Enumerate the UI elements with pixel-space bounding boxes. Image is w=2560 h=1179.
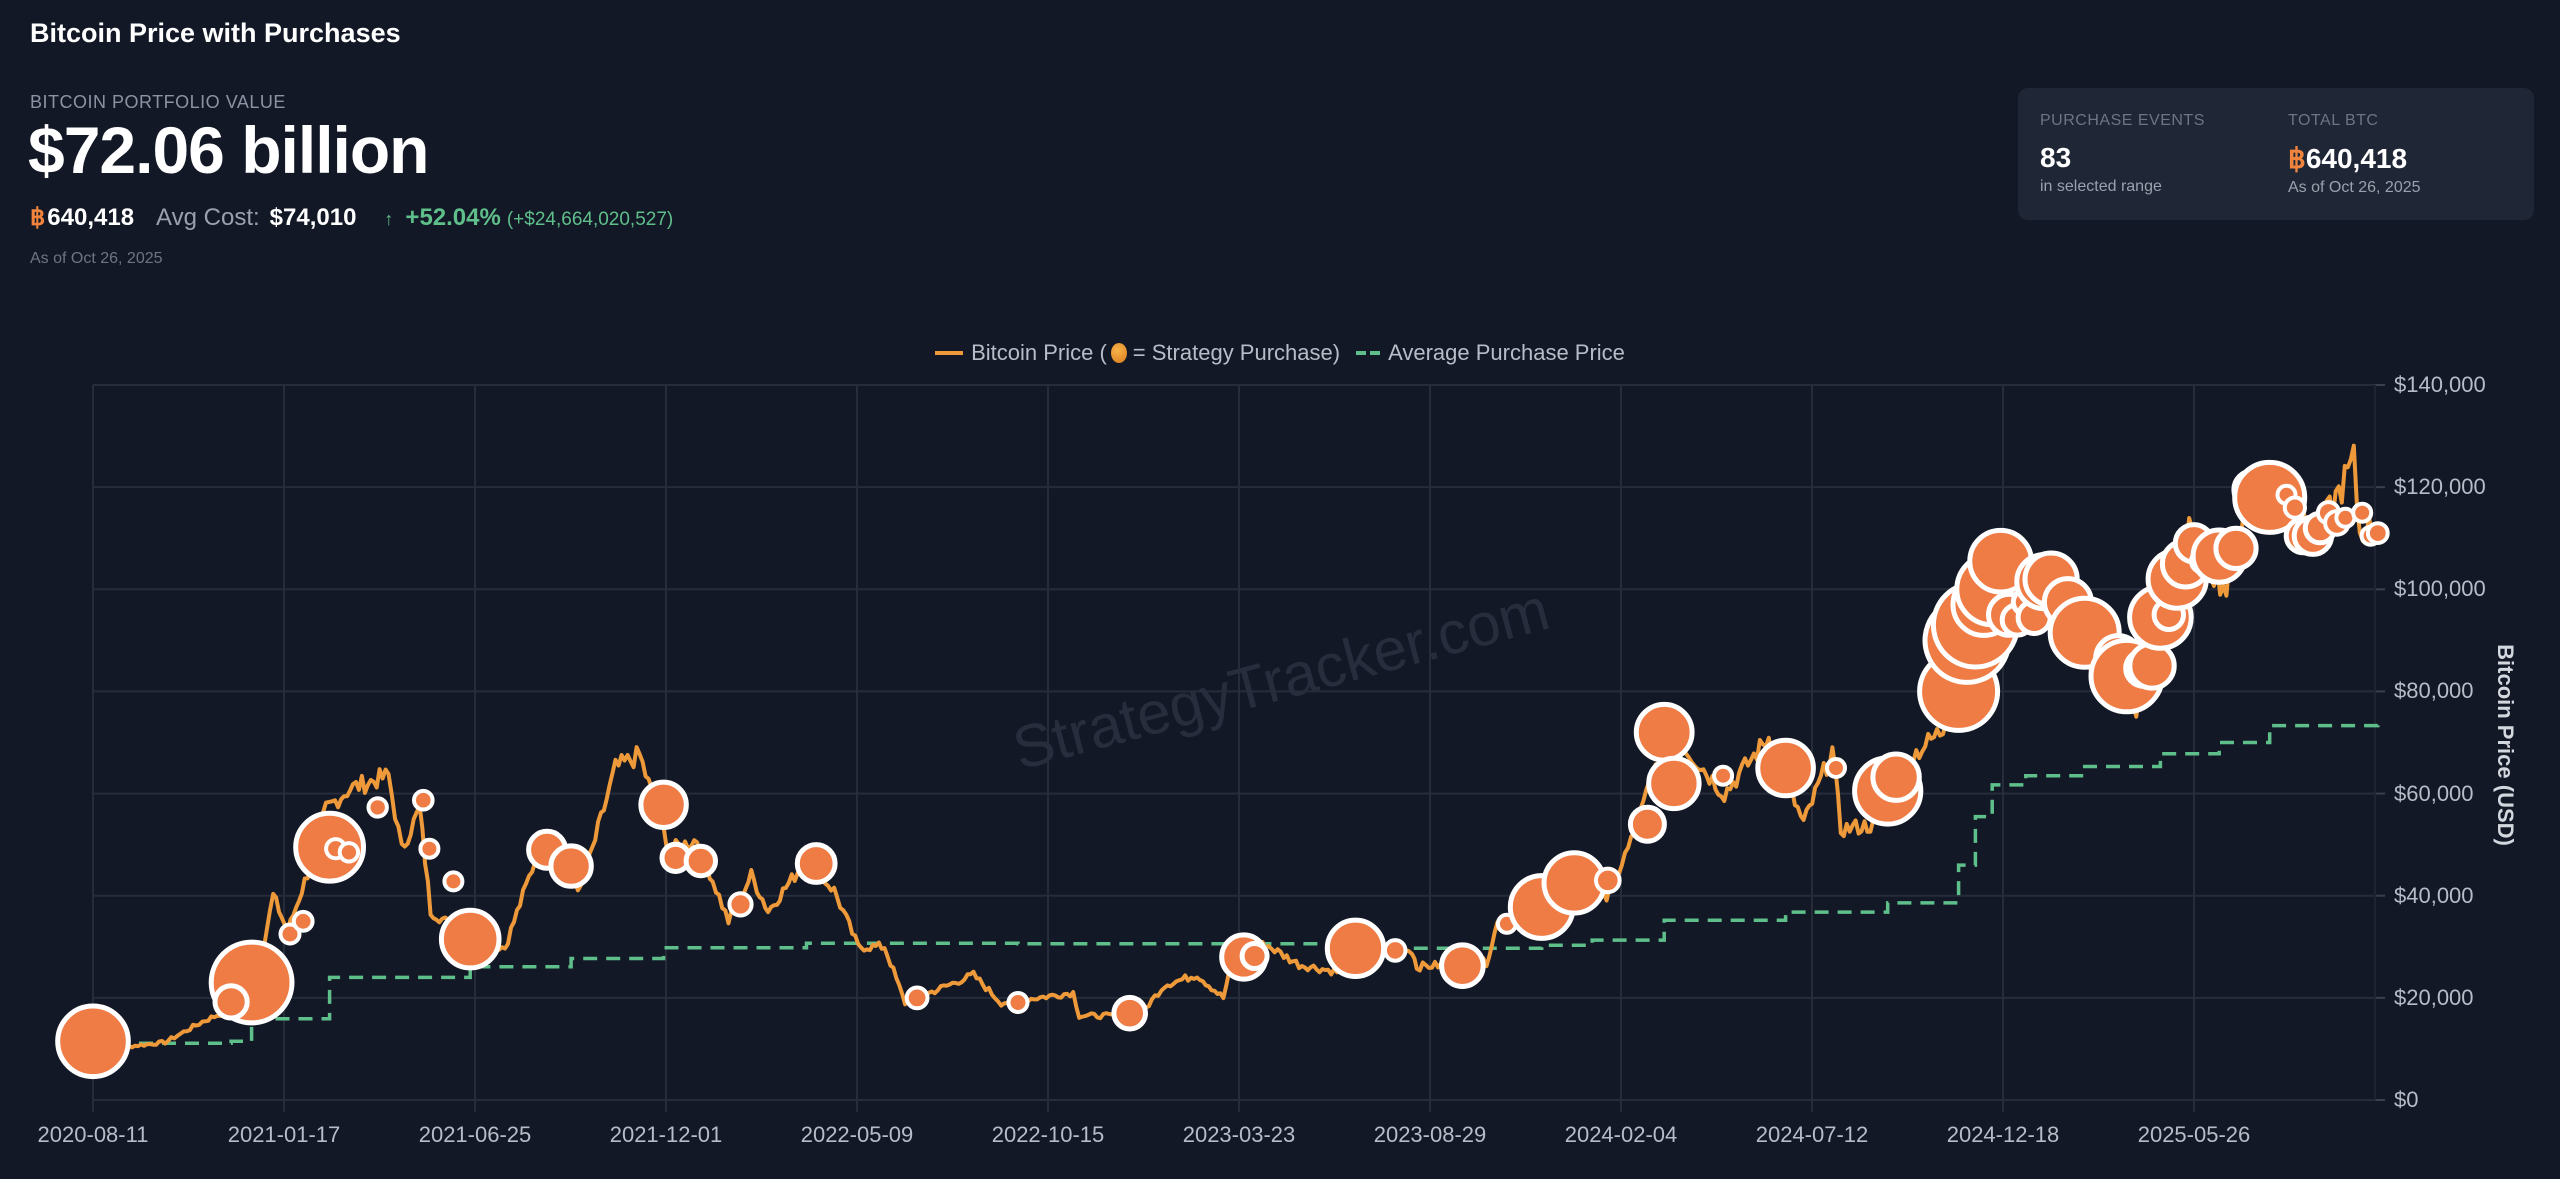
purchase-bubble[interactable] bbox=[1439, 942, 1486, 990]
purchase-bubble[interactable] bbox=[412, 788, 435, 812]
portfolio-value-label: BITCOIN PORTFOLIO VALUE bbox=[30, 92, 286, 112]
purchase-bubble[interactable] bbox=[1755, 737, 1816, 799]
stat-label: PURCHASE EVENTS bbox=[2040, 112, 2205, 129]
purchase-bubble[interactable] bbox=[1646, 755, 1702, 812]
legend-price-label-pre: Bitcoin Price ( bbox=[971, 340, 1107, 365]
average-purchase-price-line bbox=[92, 722, 2380, 1046]
purchase-bubble[interactable] bbox=[442, 870, 465, 893]
x-tick-label: 2022-10-15 bbox=[991, 1122, 1105, 1147]
purchase-bubble[interactable] bbox=[1006, 991, 1030, 1014]
y-tick-label: $60,000 bbox=[2394, 780, 2474, 806]
x-tick-label: 2024-12-18 bbox=[1946, 1122, 2060, 1147]
arrow-up-icon: ↑ bbox=[384, 209, 394, 229]
legend-item-price[interactable]: Bitcoin Price ( = Strategy Purchase) bbox=[935, 340, 1340, 366]
change-percent: +52.04% bbox=[405, 204, 501, 231]
y-tick-label: $80,000 bbox=[2394, 678, 2474, 704]
x-tick-label: 2021-01-17 bbox=[227, 1122, 341, 1147]
x-tick-label: 2021-12-01 bbox=[609, 1122, 723, 1147]
stat-label: TOTAL BTC bbox=[2288, 112, 2379, 129]
stat-subtext: in selected range bbox=[2040, 178, 2162, 195]
avg-line-swatch-icon bbox=[1356, 351, 1381, 355]
price-line-swatch-icon bbox=[935, 351, 964, 355]
bitcoin-icon: ฿ bbox=[30, 204, 46, 231]
purchase-bubble[interactable] bbox=[291, 909, 315, 933]
total-btc-value: 640,418 bbox=[2305, 143, 2408, 174]
purchase-bubble[interactable] bbox=[1324, 917, 1387, 979]
avg-cost-label: Avg Cost: bbox=[156, 204, 260, 231]
purchase-bubble-icon bbox=[1110, 343, 1127, 363]
purchase-bubble[interactable] bbox=[794, 842, 838, 885]
avg-cost-value: $74,010 bbox=[269, 204, 357, 231]
legend-item-avg[interactable]: Average Purchase Price bbox=[1340, 340, 1625, 366]
btc-holdings: 640,418 bbox=[47, 204, 135, 231]
stat-total-btc: TOTAL BTC ฿640,418 As of Oct 26, 2025 bbox=[2288, 112, 2421, 197]
purchase-bubble[interactable] bbox=[55, 1003, 131, 1080]
stats-card: PURCHASE EVENTS 83 in selected range TOT… bbox=[2018, 88, 2534, 220]
purchase-bubble[interactable] bbox=[2213, 525, 2259, 572]
stat-value: 83 bbox=[2040, 142, 2072, 173]
purchase-bubble[interactable] bbox=[1382, 938, 1408, 963]
purchase-bubble[interactable] bbox=[418, 837, 441, 860]
purchase-bubble[interactable] bbox=[1627, 804, 1667, 844]
y-tick-label: $0 bbox=[2394, 1087, 2419, 1112]
stat-subtext: As of Oct 26, 2025 bbox=[2288, 179, 2421, 196]
x-tick-label: 2020-08-11 bbox=[37, 1122, 149, 1147]
purchase-bubble[interactable] bbox=[1825, 757, 1847, 779]
x-tick-label: 2024-02-04 bbox=[1564, 1122, 1678, 1147]
as-of-date: As of Oct 26, 2025 bbox=[30, 250, 163, 267]
purchase-bubble[interactable] bbox=[1712, 764, 1735, 787]
purchase-bubble[interactable] bbox=[1870, 751, 1922, 803]
legend-price-label-post: = Strategy Purchase) bbox=[1132, 340, 1341, 365]
chart-grid bbox=[92, 384, 2385, 1112]
y-axis-title: Bitcoin Price (USD) bbox=[2493, 644, 2518, 846]
portfolio-summary-row: ฿ 640,418 Avg Cost: $74,010 ↑ +52.04% (+… bbox=[30, 203, 673, 232]
watermark: StrategyTracker.com bbox=[1006, 575, 1556, 782]
purchase-bubble[interactable] bbox=[2365, 521, 2390, 545]
x-tick-label: 2024-07-12 bbox=[1755, 1122, 1869, 1147]
purchase-bubbles bbox=[55, 459, 2390, 1080]
purchase-bubble[interactable] bbox=[366, 796, 389, 819]
bitcoin-icon: ฿ bbox=[2288, 143, 2306, 174]
purchase-bubble[interactable] bbox=[1594, 866, 1622, 895]
x-tick-label: 2023-08-29 bbox=[1373, 1122, 1487, 1147]
change-absolute: (+$24,664,020,527) bbox=[506, 209, 674, 230]
purchase-bubble[interactable] bbox=[438, 907, 502, 971]
x-tick-label: 2021-06-25 bbox=[418, 1122, 532, 1147]
purchase-bubble[interactable] bbox=[278, 922, 302, 946]
chart-legend: Bitcoin Price ( = Strategy Purchase) Ave… bbox=[0, 340, 2560, 366]
page-title: Bitcoin Price with Purchases bbox=[30, 18, 401, 48]
portfolio-value: $72.06 billion bbox=[28, 113, 429, 187]
stat-value: ฿640,418 bbox=[2288, 142, 2421, 175]
purchase-bubble[interactable] bbox=[212, 983, 250, 1021]
purchase-bubble[interactable] bbox=[548, 843, 594, 889]
purchase-bubble[interactable] bbox=[1239, 941, 1270, 971]
y-tick-label: $40,000 bbox=[2394, 882, 2474, 908]
x-tick-label: 2025-05-26 bbox=[2137, 1122, 2251, 1147]
purchase-bubble[interactable] bbox=[727, 891, 754, 918]
purchase-bubble[interactable] bbox=[683, 843, 718, 879]
purchase-bubble[interactable] bbox=[2127, 641, 2177, 691]
y-tick-label: $20,000 bbox=[2394, 984, 2474, 1010]
x-tick-label: 2022-05-09 bbox=[800, 1122, 914, 1147]
purchase-bubble[interactable] bbox=[2282, 495, 2307, 520]
legend-avg-label: Average Purchase Price bbox=[1388, 340, 1625, 365]
purchase-bubble[interactable] bbox=[638, 779, 689, 830]
purchase-bubble[interactable] bbox=[337, 841, 361, 864]
purchase-bubble[interactable] bbox=[904, 985, 930, 1011]
purchase-bubble[interactable] bbox=[1111, 994, 1148, 1032]
x-tick-label: 2023-03-23 bbox=[1182, 1122, 1296, 1147]
y-tick-label: $100,000 bbox=[2394, 576, 2486, 602]
y-tick-label: $140,000 bbox=[2394, 372, 2486, 397]
purchase-bubble[interactable] bbox=[1633, 701, 1695, 763]
stat-purchase-events: PURCHASE EVENTS 83 in selected range bbox=[2040, 112, 2205, 196]
y-tick-label: $120,000 bbox=[2394, 474, 2486, 500]
purchase-bubble[interactable] bbox=[2351, 501, 2374, 524]
